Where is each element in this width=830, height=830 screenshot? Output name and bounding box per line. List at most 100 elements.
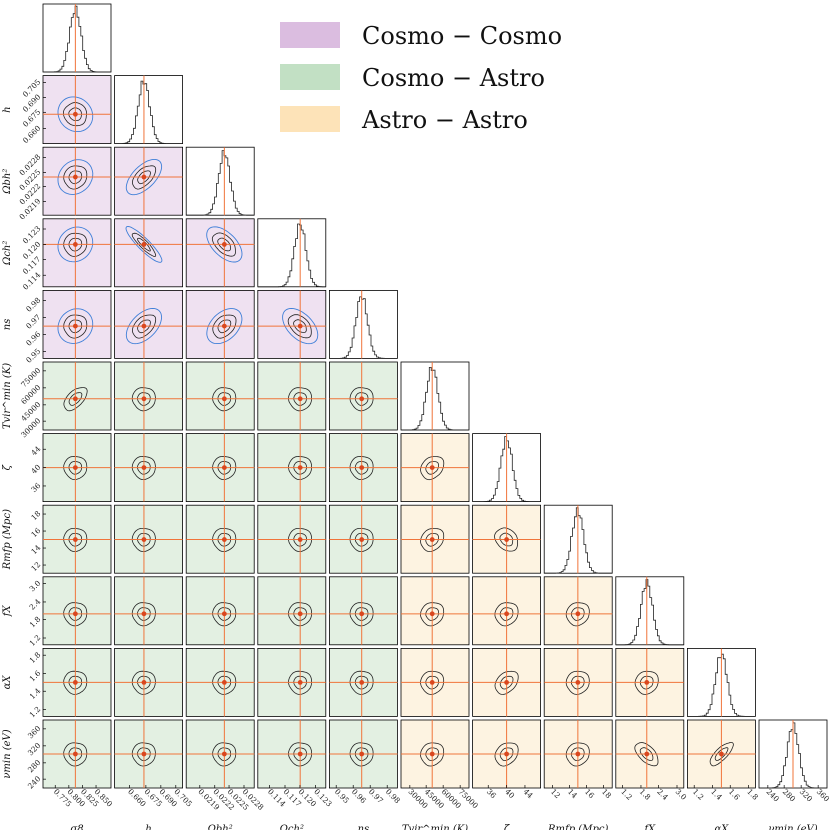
prior-contour <box>57 226 94 263</box>
x-tick-label: 18 <box>600 787 613 800</box>
y-axis-label: νmin (eV) <box>2 729 13 778</box>
truth-marker <box>575 680 581 685</box>
x-tick-label: 36 <box>485 787 498 800</box>
panel-frame <box>114 146 183 216</box>
contour-panel-1-4 <box>114 289 183 359</box>
contour-95 <box>349 387 374 412</box>
truth-marker <box>141 323 147 329</box>
contour-95 <box>131 528 156 552</box>
y-axis-label: Rmfp (Mpc) <box>2 509 13 570</box>
contour-panel-3-9 <box>257 648 327 717</box>
legend-label: Cosmo − Cosmo <box>362 22 562 50</box>
contour-95 <box>420 742 445 767</box>
truth-marker <box>297 611 303 617</box>
contour-95 <box>494 742 519 767</box>
histogram-panel-5 <box>400 361 470 431</box>
truth-marker <box>221 396 227 402</box>
contour-68 <box>293 607 307 621</box>
contour-68 <box>137 607 151 621</box>
x-tick-label: 1.6 <box>727 787 742 802</box>
truth-marker <box>644 680 650 685</box>
contour-panel-4-8 <box>328 576 398 646</box>
contour-68 <box>425 533 439 547</box>
contour-68 <box>293 392 307 406</box>
contour-68 <box>293 460 307 475</box>
contour-panel-0-8: 1.2 1.8 2.4 3.0 fX <box>2 576 112 648</box>
contour-95 <box>288 455 313 481</box>
x-tick-label: 1.8 <box>745 787 760 802</box>
y-tick-label: 14 <box>29 543 42 556</box>
contour-95 <box>288 528 313 552</box>
y-tick-label: 1.4 <box>28 686 43 701</box>
x-axis-label: Ωbh² <box>207 824 233 830</box>
contour-panel-0-9: 1.2 1.4 1.6 1.8 αX <box>2 648 112 719</box>
contour-95 <box>212 742 237 767</box>
contour-68 <box>354 607 369 621</box>
contour-panel-3-7 <box>257 504 327 574</box>
truth-marker <box>297 396 303 402</box>
truth-marker <box>221 323 227 329</box>
truth-marker <box>297 465 303 470</box>
x-tick-label: 1.2 <box>691 787 706 802</box>
contour-68 <box>499 532 514 547</box>
truth-marker <box>504 611 509 617</box>
contour-68 <box>354 392 369 406</box>
truth-marker <box>141 174 147 180</box>
contour-68 <box>68 460 82 475</box>
contour-panel-7-9 <box>543 648 613 717</box>
x-tick-label: 320 <box>798 787 815 804</box>
contour-68 <box>354 675 369 690</box>
contour-panel-0-6: 36 40 44 ζ <box>2 433 112 503</box>
truth-marker <box>297 751 303 757</box>
contour-95 <box>63 165 88 190</box>
panel-frame <box>114 361 183 431</box>
contour-95 <box>565 670 590 695</box>
contour-panel-2-8 <box>185 576 255 646</box>
contour-68 <box>570 675 585 690</box>
contour-panel-4-7 <box>328 504 398 574</box>
contour-68 <box>68 533 82 547</box>
truth-marker <box>141 680 147 685</box>
truth-marker <box>141 465 147 470</box>
prior-contour <box>206 308 243 345</box>
truth-marker <box>359 611 365 617</box>
x-axis-label: Ωch² <box>279 824 304 830</box>
contour-panel-1-8 <box>114 576 183 646</box>
truth-marker <box>141 396 147 402</box>
contour-panel-2-9 <box>185 648 255 717</box>
truth-marker <box>575 751 581 757</box>
histogram-panel-2 <box>185 146 255 216</box>
contour-panel-3-5 <box>257 361 327 431</box>
legend-swatch <box>280 64 340 90</box>
contour-panel-6-8 <box>472 576 542 646</box>
truth-marker <box>297 323 303 329</box>
contour-68 <box>217 607 232 621</box>
y-tick-label: 1.6 <box>28 668 43 683</box>
contour-68 <box>217 460 232 475</box>
contour-68 <box>68 747 82 761</box>
truth-marker <box>359 537 365 542</box>
contour-95 <box>565 602 590 627</box>
y-tick-label: 12 <box>29 560 42 573</box>
contour-95 <box>420 602 445 627</box>
y-tick-label: 2.4 <box>28 597 43 612</box>
y-axis-label: Tvir^min (K) <box>2 363 13 429</box>
histogram-panel-4 <box>328 289 398 359</box>
contour-95 <box>349 670 374 695</box>
truth-marker <box>359 465 365 470</box>
histogram-panel-6 <box>472 433 542 503</box>
truth-marker <box>141 242 147 247</box>
contour-95 <box>212 602 237 627</box>
truth-marker <box>72 465 78 470</box>
panel-frame <box>257 361 327 431</box>
truth-marker <box>221 242 227 247</box>
truth-marker <box>221 751 227 757</box>
y-tick-label: 1.2 <box>28 633 43 648</box>
truth-marker <box>72 680 78 685</box>
contour-panel-7-8 <box>543 576 613 646</box>
truth-marker <box>72 396 78 402</box>
contour-68 <box>293 675 307 690</box>
x-tick-label: 14 <box>566 787 579 800</box>
panel-frame <box>328 361 398 431</box>
